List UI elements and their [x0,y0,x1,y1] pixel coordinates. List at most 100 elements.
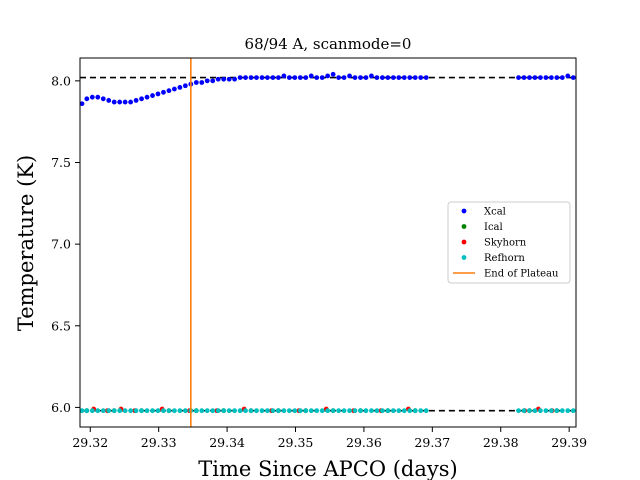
xcal-point [243,75,248,80]
refhorn-point [199,408,205,414]
refhorn-point [319,408,325,414]
xcal-point [281,73,287,79]
legend-label-xcal: Xcal [484,207,506,218]
refhorn-point [418,408,424,414]
xcal-point [172,86,177,92]
refhorn-point [270,408,276,414]
refhorn-point [527,408,532,414]
refhorn-point [111,408,117,414]
refhorn-point [259,408,265,414]
refhorn-point [265,408,270,414]
refhorn-point [407,408,413,414]
xcal-point [177,84,183,90]
xcal-point [423,75,429,80]
refhorn-point [172,408,177,414]
xcal-point [325,73,331,79]
xcal-point [363,75,369,80]
y-tick-label: 7.0 [51,237,71,252]
xcal-point [89,94,95,100]
refhorn-point [336,408,342,414]
x-tick-label: 29.34 [209,435,245,450]
xcal-point [319,75,325,80]
refhorn-point [363,408,369,414]
refhorn-point [286,408,292,414]
refhorn-point [232,408,238,414]
xcal-point [106,98,112,103]
refhorn-point [117,408,123,414]
xcal-point [559,75,565,80]
refhorn-point [215,408,221,414]
refhorn-point [412,408,418,414]
xcal-point [308,73,314,79]
refhorn-point [401,408,407,414]
xcal-point [565,73,571,79]
x-tick-label: 29.33 [141,435,177,450]
xcal-point [341,75,347,80]
xcal-point [347,73,352,79]
xcal-point [554,75,560,80]
xcal-point [133,98,139,103]
xcal-point [418,75,424,80]
refhorn-point [396,408,402,414]
refhorn-point [570,408,576,414]
refhorn-point [210,408,216,414]
refhorn-point [330,408,336,414]
xcal-point [166,88,172,94]
xcal-point [521,75,527,80]
refhorn-point [122,408,128,414]
refhorn-point [297,408,303,414]
xcal-point [286,75,292,80]
data-points [79,71,576,414]
xcal-point [270,75,276,80]
refhorn-point [308,408,314,414]
xcal-point [330,71,336,77]
refhorn-point [182,408,188,414]
xcal-point [352,75,358,80]
refhorn-point [314,408,320,414]
xcal-point [314,75,320,80]
legend-label-skyhorn: Skyhorn [484,238,527,249]
xcal-point [139,96,144,102]
refhorn-point [133,408,139,414]
xcal-point [199,80,205,85]
x-tick-label: 29.36 [346,435,382,450]
refhorn-point [385,408,391,414]
xcal-point [193,80,199,85]
xcal-point [122,99,128,105]
refhorn-point [79,408,85,414]
refhorn-point [139,408,144,414]
xcal-point [95,94,101,100]
refhorn-point [543,408,549,414]
y-tick-label: 6.5 [51,318,71,333]
xcal-point [161,89,166,95]
refhorn-point [128,408,134,414]
xcal-point [527,75,532,80]
refhorn-point [276,408,281,414]
y-tick-label: 7.5 [51,155,71,170]
xcal-point [226,76,232,82]
refhorn-point [423,408,429,414]
xcal-point [570,75,576,80]
refhorn-point [565,408,571,414]
refhorn-point [303,408,309,414]
xcal-point [150,93,155,98]
refhorn-point [352,408,358,414]
xcal-point [254,75,259,80]
legend-marker-skyhorn [461,239,467,245]
xcal-point [516,75,521,80]
x-tick-label: 29.32 [72,435,108,450]
xcal-point [182,83,188,89]
refhorn-point [254,408,259,414]
refhorn-point [516,408,521,414]
x-tick-label: 29.37 [414,435,450,450]
refhorn-point [559,408,565,414]
xcal-point [336,75,342,80]
xcal-point [79,101,85,107]
xcal-point [548,75,554,80]
refhorn-point [521,408,527,414]
xcal-point [100,96,106,102]
y-tick-label: 6.0 [51,400,71,415]
xcal-point [385,75,391,80]
refhorn-point [106,408,112,414]
xcal-point [204,78,210,84]
